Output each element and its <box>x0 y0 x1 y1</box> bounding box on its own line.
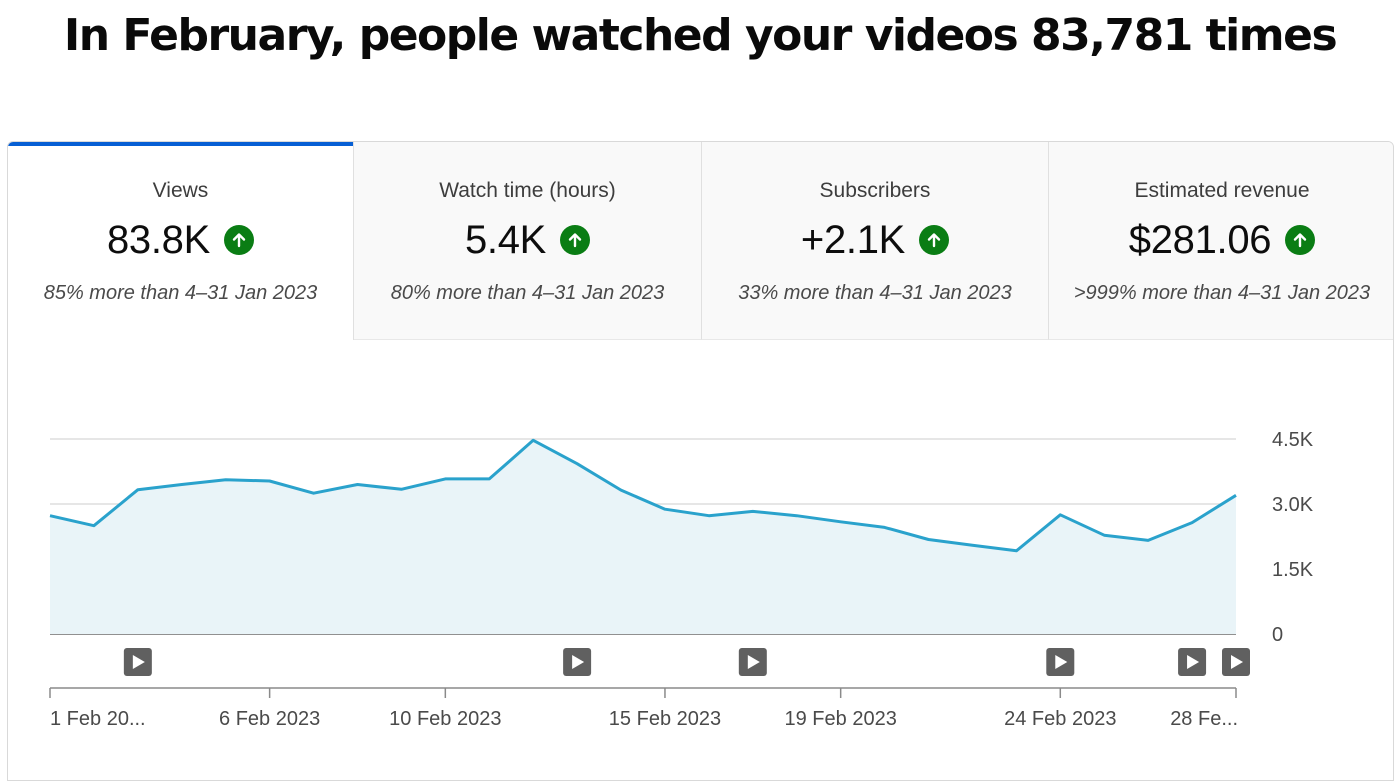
page-title: In February, people watched your videos … <box>63 10 1338 61</box>
play-icon <box>1231 655 1243 669</box>
play-icon <box>747 655 760 669</box>
views-chart: 0 1.5K 3.0K 4.5K 1 Feb 20... 6 Feb 2023 10 Fe… <box>49 429 1314 730</box>
y-tick-label: 1.5K <box>1272 559 1314 581</box>
y-tick-label: 3.0K <box>1272 494 1314 516</box>
video-marker <box>123 648 152 676</box>
play-icon <box>132 655 145 669</box>
tab-subscribers[interactable]: Subscribers +2.1K 33% more than 4–31 Jan… <box>702 142 1049 340</box>
series-line-views <box>49 438 1237 553</box>
x-tick-label: 19 Feb 2023 <box>785 708 897 730</box>
x-tick-label: 15 Feb 2023 <box>609 708 721 730</box>
x-axis: 1 Feb 20... 6 Feb 2023 10 Feb 2023 15 Feb 2… <box>49 687 1238 730</box>
tab-comparison: 80% more than 4–31 Jan 2023 <box>390 282 665 304</box>
video-marker <box>738 648 767 676</box>
arrow-up-circle-icon <box>224 225 255 255</box>
x-tick-label: 10 Feb 2023 <box>389 708 501 730</box>
video-markers <box>123 648 1250 676</box>
tab-comparison: >999% more than 4–31 Jan 2023 <box>1073 282 1371 304</box>
tab-label: Subscribers <box>819 179 931 202</box>
x-tick-label: 6 Feb 2023 <box>219 708 320 730</box>
tab-views[interactable]: Views 83.8K 85% more than 4–31 Jan 2023 <box>8 142 354 340</box>
x-tick-label: 28 Fe... <box>1170 708 1238 730</box>
tab-comparison: 85% more than 4–31 Jan 2023 <box>43 282 318 304</box>
tab-label: Views <box>152 179 209 202</box>
play-icon <box>1187 655 1200 669</box>
tab-value: 83.8K <box>106 218 211 262</box>
tab-label: Watch time (hours) <box>439 179 616 202</box>
tab-label: Estimated revenue <box>1134 179 1310 202</box>
x-tick-label: 1 Feb 20... <box>50 708 146 730</box>
video-marker <box>563 648 592 676</box>
x-tick-label: 24 Feb 2023 <box>1004 708 1116 730</box>
arrow-up-circle-icon <box>1285 225 1316 255</box>
tab-value: $281.06 <box>1128 218 1272 262</box>
video-marker <box>1178 648 1207 676</box>
y-axis: 0 1.5K 3.0K 4.5K <box>1272 429 1314 646</box>
tab-value: +2.1K <box>800 218 906 262</box>
tab-comparison: 33% more than 4–31 Jan 2023 <box>738 282 1012 304</box>
tab-watch-time[interactable]: Watch time (hours) 5.4K 80% more than 4–… <box>354 142 702 340</box>
y-tick-label: 4.5K <box>1272 429 1314 451</box>
analytics-panel: Views 83.8K 85% more than 4–31 Jan 2023 … <box>7 141 1394 781</box>
tab-estimated-revenue[interactable]: Estimated revenue $281.06 >999% more tha… <box>1049 142 1393 340</box>
arrow-up-circle-icon <box>560 225 591 255</box>
tab-value: 5.4K <box>464 218 547 262</box>
metric-tabs: Views 83.8K 85% more than 4–31 Jan 2023 … <box>8 142 1393 340</box>
arrow-up-circle-icon <box>919 225 950 255</box>
area-fill <box>50 440 1236 634</box>
play-icon <box>572 655 585 669</box>
play-icon <box>1055 655 1068 669</box>
video-marker <box>1222 648 1250 676</box>
video-marker <box>1046 648 1075 676</box>
y-tick-label: 0 <box>1272 624 1283 646</box>
